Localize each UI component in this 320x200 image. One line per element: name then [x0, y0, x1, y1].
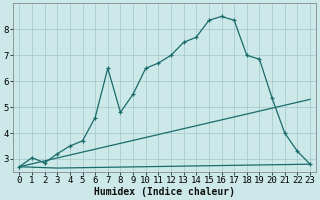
X-axis label: Humidex (Indice chaleur): Humidex (Indice chaleur) [94, 186, 235, 197]
